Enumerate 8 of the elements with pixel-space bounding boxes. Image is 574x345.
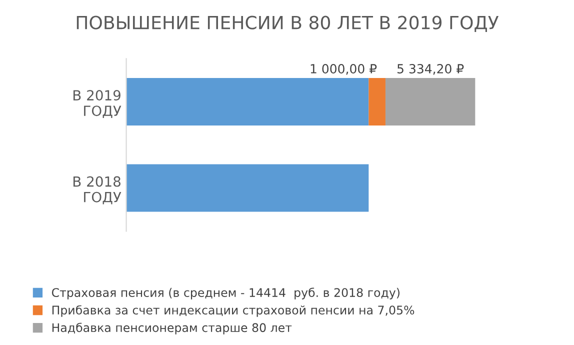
- legend-label: Надбавка пенсионерам старше 80 лет: [52, 322, 292, 334]
- chart-title: ПОВЫШЕНИЕ ПЕНСИИ В 80 ЛЕТ В 2019 ГОДУ: [76, 16, 499, 32]
- legend-label: Страховая пенсия (в среднем - 14414 руб. в 2018 году): [52, 288, 400, 300]
- y-tick-label: В 2018 ГОДУ: [73, 176, 122, 204]
- legend-label: Прибавка за счет индексации страховой пенсии на 7,05%: [52, 305, 414, 317]
- data-label: 5 334,20 ₽: [398, 64, 464, 75]
- y-tick-label: В 2019 ГОДУ: [73, 90, 122, 118]
- data-label: 1 000,00 ₽: [310, 64, 377, 75]
